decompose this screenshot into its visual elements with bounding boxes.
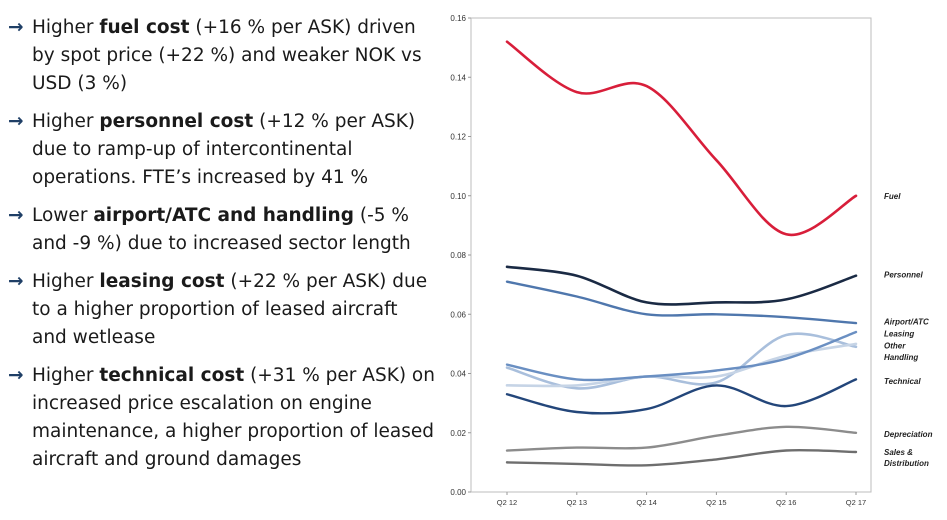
series-label: Technical <box>884 377 921 386</box>
series-label: Depreciation <box>884 430 933 439</box>
bullet-item: → Lower airport/ATC and handling (-5 % an… <box>6 202 438 258</box>
bullet-text-post: (-5 % and -9 %) due to increased sector … <box>32 205 411 254</box>
bullet-item: → Higher technical cost (+31 % per ASK) o… <box>6 362 438 474</box>
series-label: Personnel <box>884 270 923 279</box>
bullet-text-bold: airport/ATC and handling <box>93 205 354 226</box>
series-label: Other <box>884 341 906 350</box>
series-line-fuel <box>505 40 858 237</box>
x-tick-label: Q2 13 <box>567 498 587 507</box>
series-labels: Fuel Personnel Airport/ATC Leasing Other Hand… <box>883 192 933 468</box>
bullet-text-post: (+22 % per ASK) due to a higher proporti… <box>32 271 428 348</box>
series-label: Fuel <box>884 192 901 201</box>
y-tick-label: 0.04 <box>450 370 466 379</box>
x-tick-label: Q2 17 <box>846 498 866 507</box>
y-tick-label: 0.02 <box>450 429 466 438</box>
series-line-leasing <box>505 332 858 390</box>
bullet-text-post: (+12 % per ASK) due to ramp-up of interc… <box>32 111 416 188</box>
plot-frame <box>470 17 872 493</box>
bullet-text-bold: leasing cost <box>99 271 225 292</box>
bullet-text-pre: Higher <box>32 111 100 132</box>
y-tick-label: 0.12 <box>450 133 466 142</box>
x-tick-label: Q2 16 <box>776 498 796 507</box>
bullet-text-pre: Higher <box>32 271 100 292</box>
y-tick-label: 0.06 <box>450 310 466 319</box>
bullet-text-pre: Higher <box>32 365 100 386</box>
x-tick-label: Q2 14 <box>636 498 656 507</box>
bullet-item: → Higher personnel cost (+12 % per ASK) d… <box>6 108 438 192</box>
arrow-icon: → <box>8 205 24 226</box>
arrow-icon: → <box>8 271 24 292</box>
bullet-text-post: (+31 % per ASK) on increased price escal… <box>32 365 435 470</box>
series-line-sales-distribution <box>505 448 858 467</box>
arrow-icon: → <box>8 111 24 132</box>
y-tick-label: 0.14 <box>450 73 466 82</box>
arrow-icon: → <box>8 365 24 386</box>
bullet-item: → Higher leasing cost (+22 % per ASK) due… <box>6 268 438 352</box>
series-line-airport-atc <box>505 280 858 325</box>
y-tick-label: 0.10 <box>450 192 466 201</box>
cost-per-ask-line-chart: 0.00 0.02 0.04 0.06 0.08 0.10 0.12 0.14 0.16 Q2 1… <box>450 14 933 507</box>
y-tick-label: 0.16 <box>450 14 466 23</box>
chart-series <box>505 40 858 467</box>
bullet-text-pre: Lower <box>32 205 94 226</box>
series-line-other <box>505 342 858 388</box>
y-tick-label: 0.00 <box>450 488 466 497</box>
chart-axes: 0.00 0.02 0.04 0.06 0.08 0.10 0.12 0.14 0.16 Q2 1… <box>450 14 872 507</box>
x-tick-label: Q2 15 <box>706 498 726 507</box>
series-line-technical <box>505 378 858 415</box>
arrow-icon: → <box>8 17 24 38</box>
bullet-text-post: (+16 % per ASK) driven by spot price (+2… <box>32 17 422 94</box>
bullet-list: → Higher fuel cost (+16 % per ASK) driven… <box>6 14 438 484</box>
y-tick-label: 0.08 <box>450 251 466 260</box>
series-label: Sales & <box>884 448 913 457</box>
bullet-text-bold: technical cost <box>99 365 245 386</box>
bullet-text-pre: Higher <box>32 17 100 38</box>
series-label: Distribution <box>884 459 929 468</box>
series-label: Leasing <box>884 330 914 339</box>
series-label: Airport/ATC <box>883 318 929 327</box>
bullet-text-bold: personnel cost <box>99 111 254 132</box>
bullet-item: → Higher fuel cost (+16 % per ASK) driven… <box>6 14 438 98</box>
series-line-handling <box>505 330 858 382</box>
bullet-text-bold: fuel cost <box>99 17 190 38</box>
series-line-personnel <box>505 265 858 306</box>
series-label: Handling <box>884 353 918 362</box>
x-tick-label: Q2 12 <box>497 498 517 507</box>
series-line-depreciation <box>505 425 858 452</box>
